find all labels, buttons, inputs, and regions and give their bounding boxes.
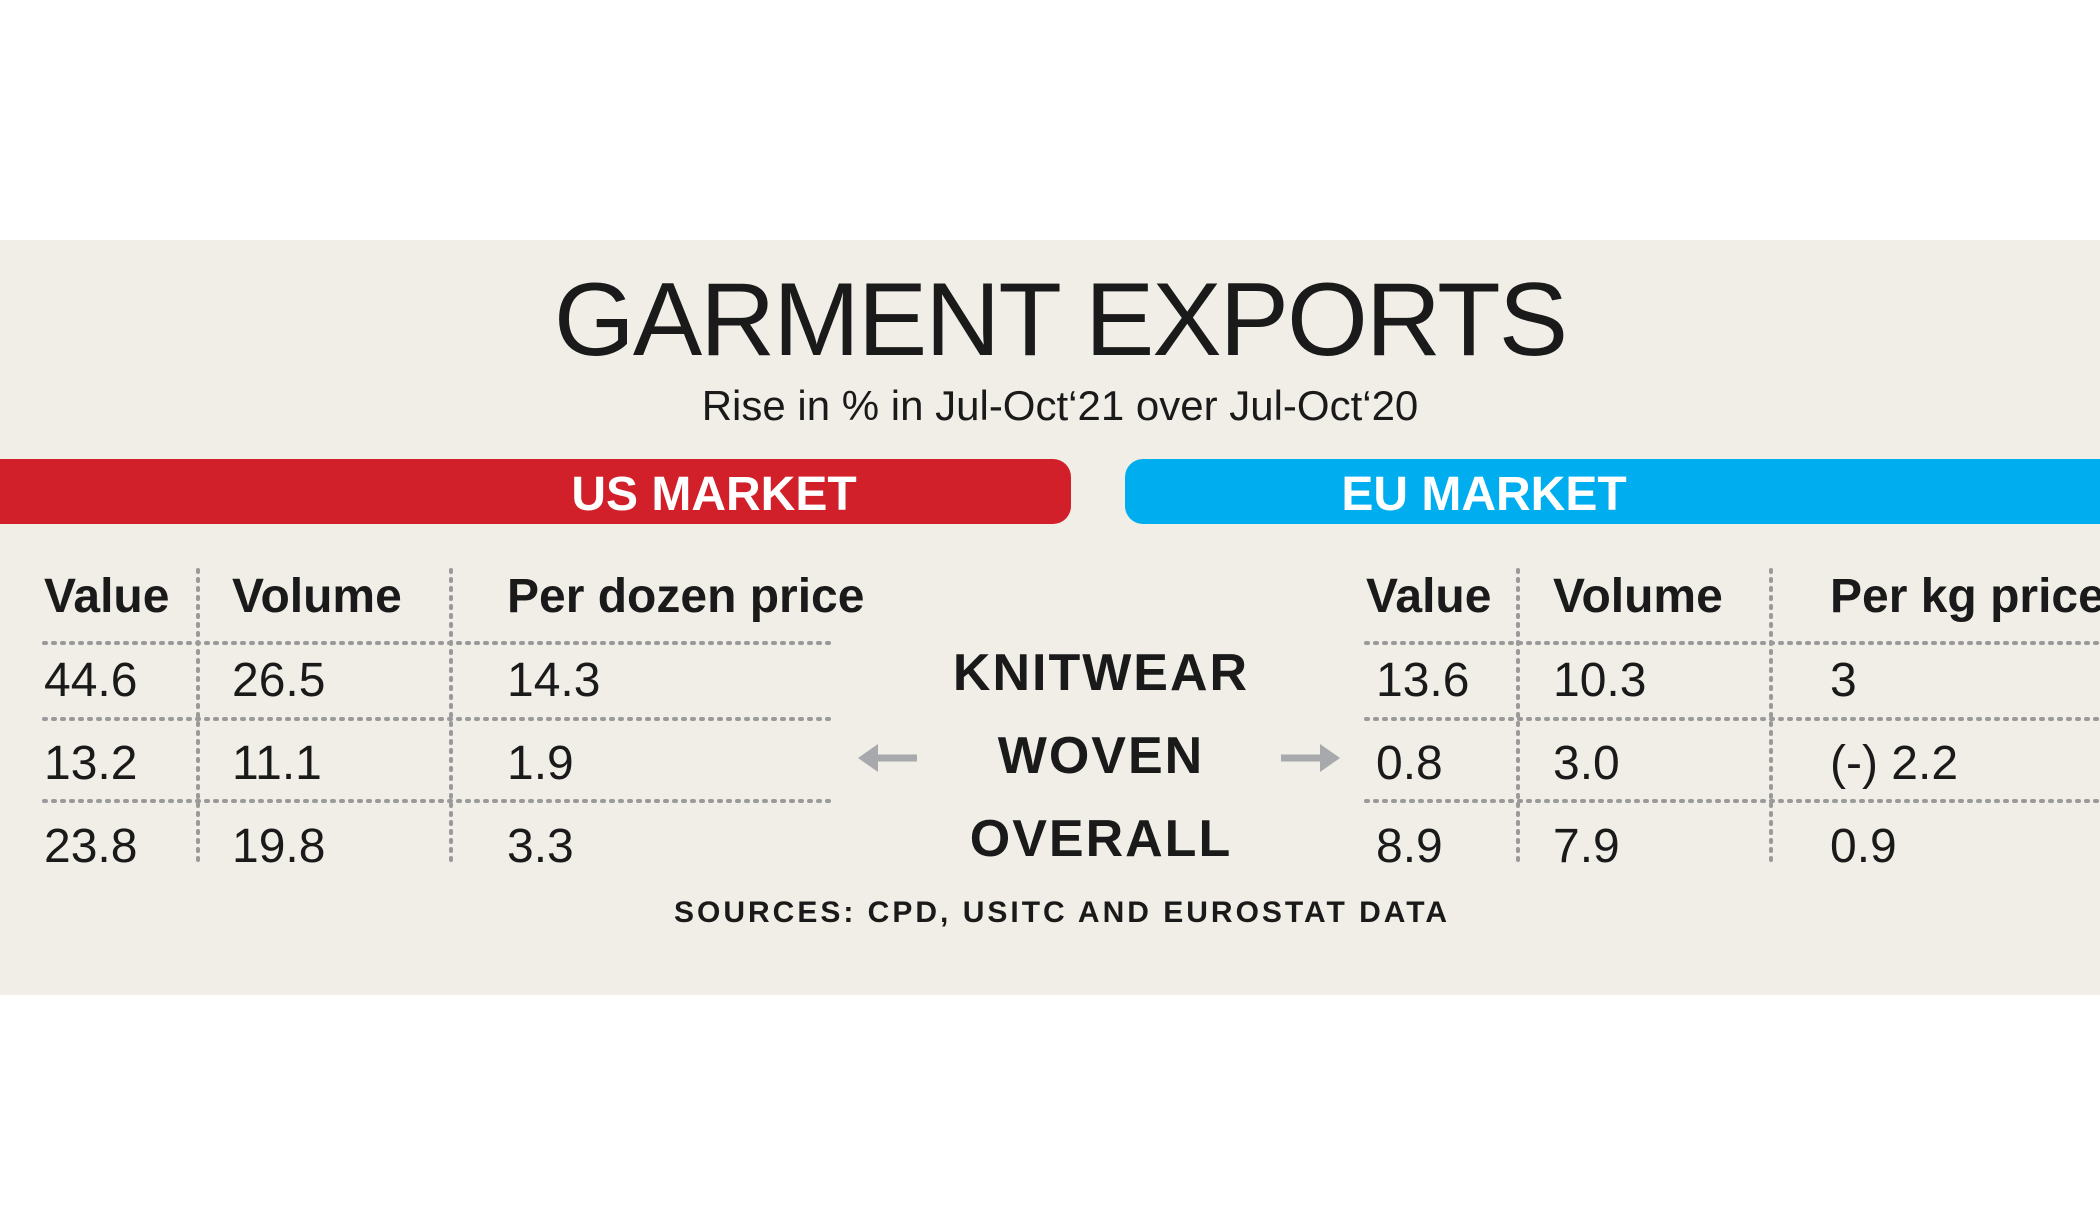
column-header: Value bbox=[44, 570, 169, 623]
cell: 44.6 bbox=[44, 654, 137, 707]
cell: 3 bbox=[1830, 654, 1857, 707]
source: SOURCES: CPD, USITC AND EUROSTAT DATA bbox=[674, 896, 1450, 929]
right-arrow-head bbox=[1320, 744, 1340, 772]
cell: 26.5 bbox=[232, 654, 325, 707]
column-header: Volume bbox=[1553, 570, 1723, 623]
us-market-label: US MARKET bbox=[571, 468, 856, 521]
cell: 3.3 bbox=[507, 820, 574, 873]
cell: 13.2 bbox=[44, 737, 137, 790]
us-market-bar bbox=[0, 459, 1071, 524]
column-header: Value bbox=[1366, 570, 1491, 623]
cell: 13.6 bbox=[1376, 654, 1469, 707]
background-panel bbox=[0, 240, 2100, 995]
row-category: KNITWEAR bbox=[953, 644, 1249, 702]
cell: 0.9 bbox=[1830, 820, 1897, 873]
column-header: Volume bbox=[232, 570, 402, 623]
column-header: Per kg price bbox=[1830, 570, 2100, 623]
title: GARMENT EXPORTS bbox=[554, 262, 1566, 378]
arrows bbox=[858, 744, 1340, 772]
cell: 10.3 bbox=[1553, 654, 1646, 707]
cell: 14.3 bbox=[507, 654, 600, 707]
eu-market-label: EU MARKET bbox=[1341, 468, 1626, 521]
cell: (-) 2.2 bbox=[1830, 737, 1958, 790]
cell: 11.1 bbox=[232, 737, 322, 790]
cell: 3.0 bbox=[1553, 737, 1620, 790]
cell: 0.8 bbox=[1376, 737, 1443, 790]
row-category: WOVEN bbox=[998, 727, 1204, 785]
cell: 7.9 bbox=[1553, 820, 1620, 873]
eu-market-bar bbox=[1125, 459, 2100, 524]
cell: 19.8 bbox=[232, 820, 325, 873]
left-arrow-head bbox=[858, 744, 878, 772]
dotted-rules bbox=[42, 568, 2100, 867]
cell: 8.9 bbox=[1376, 820, 1443, 873]
subtitle: Rise in % in Jul-Oct‘21 over Jul-Oct‘20 bbox=[702, 382, 1419, 429]
cell: 1.9 bbox=[507, 737, 574, 790]
row-category: OVERALL bbox=[970, 810, 1232, 868]
cell: 23.8 bbox=[44, 820, 137, 873]
column-header: Per dozen price bbox=[507, 570, 864, 623]
